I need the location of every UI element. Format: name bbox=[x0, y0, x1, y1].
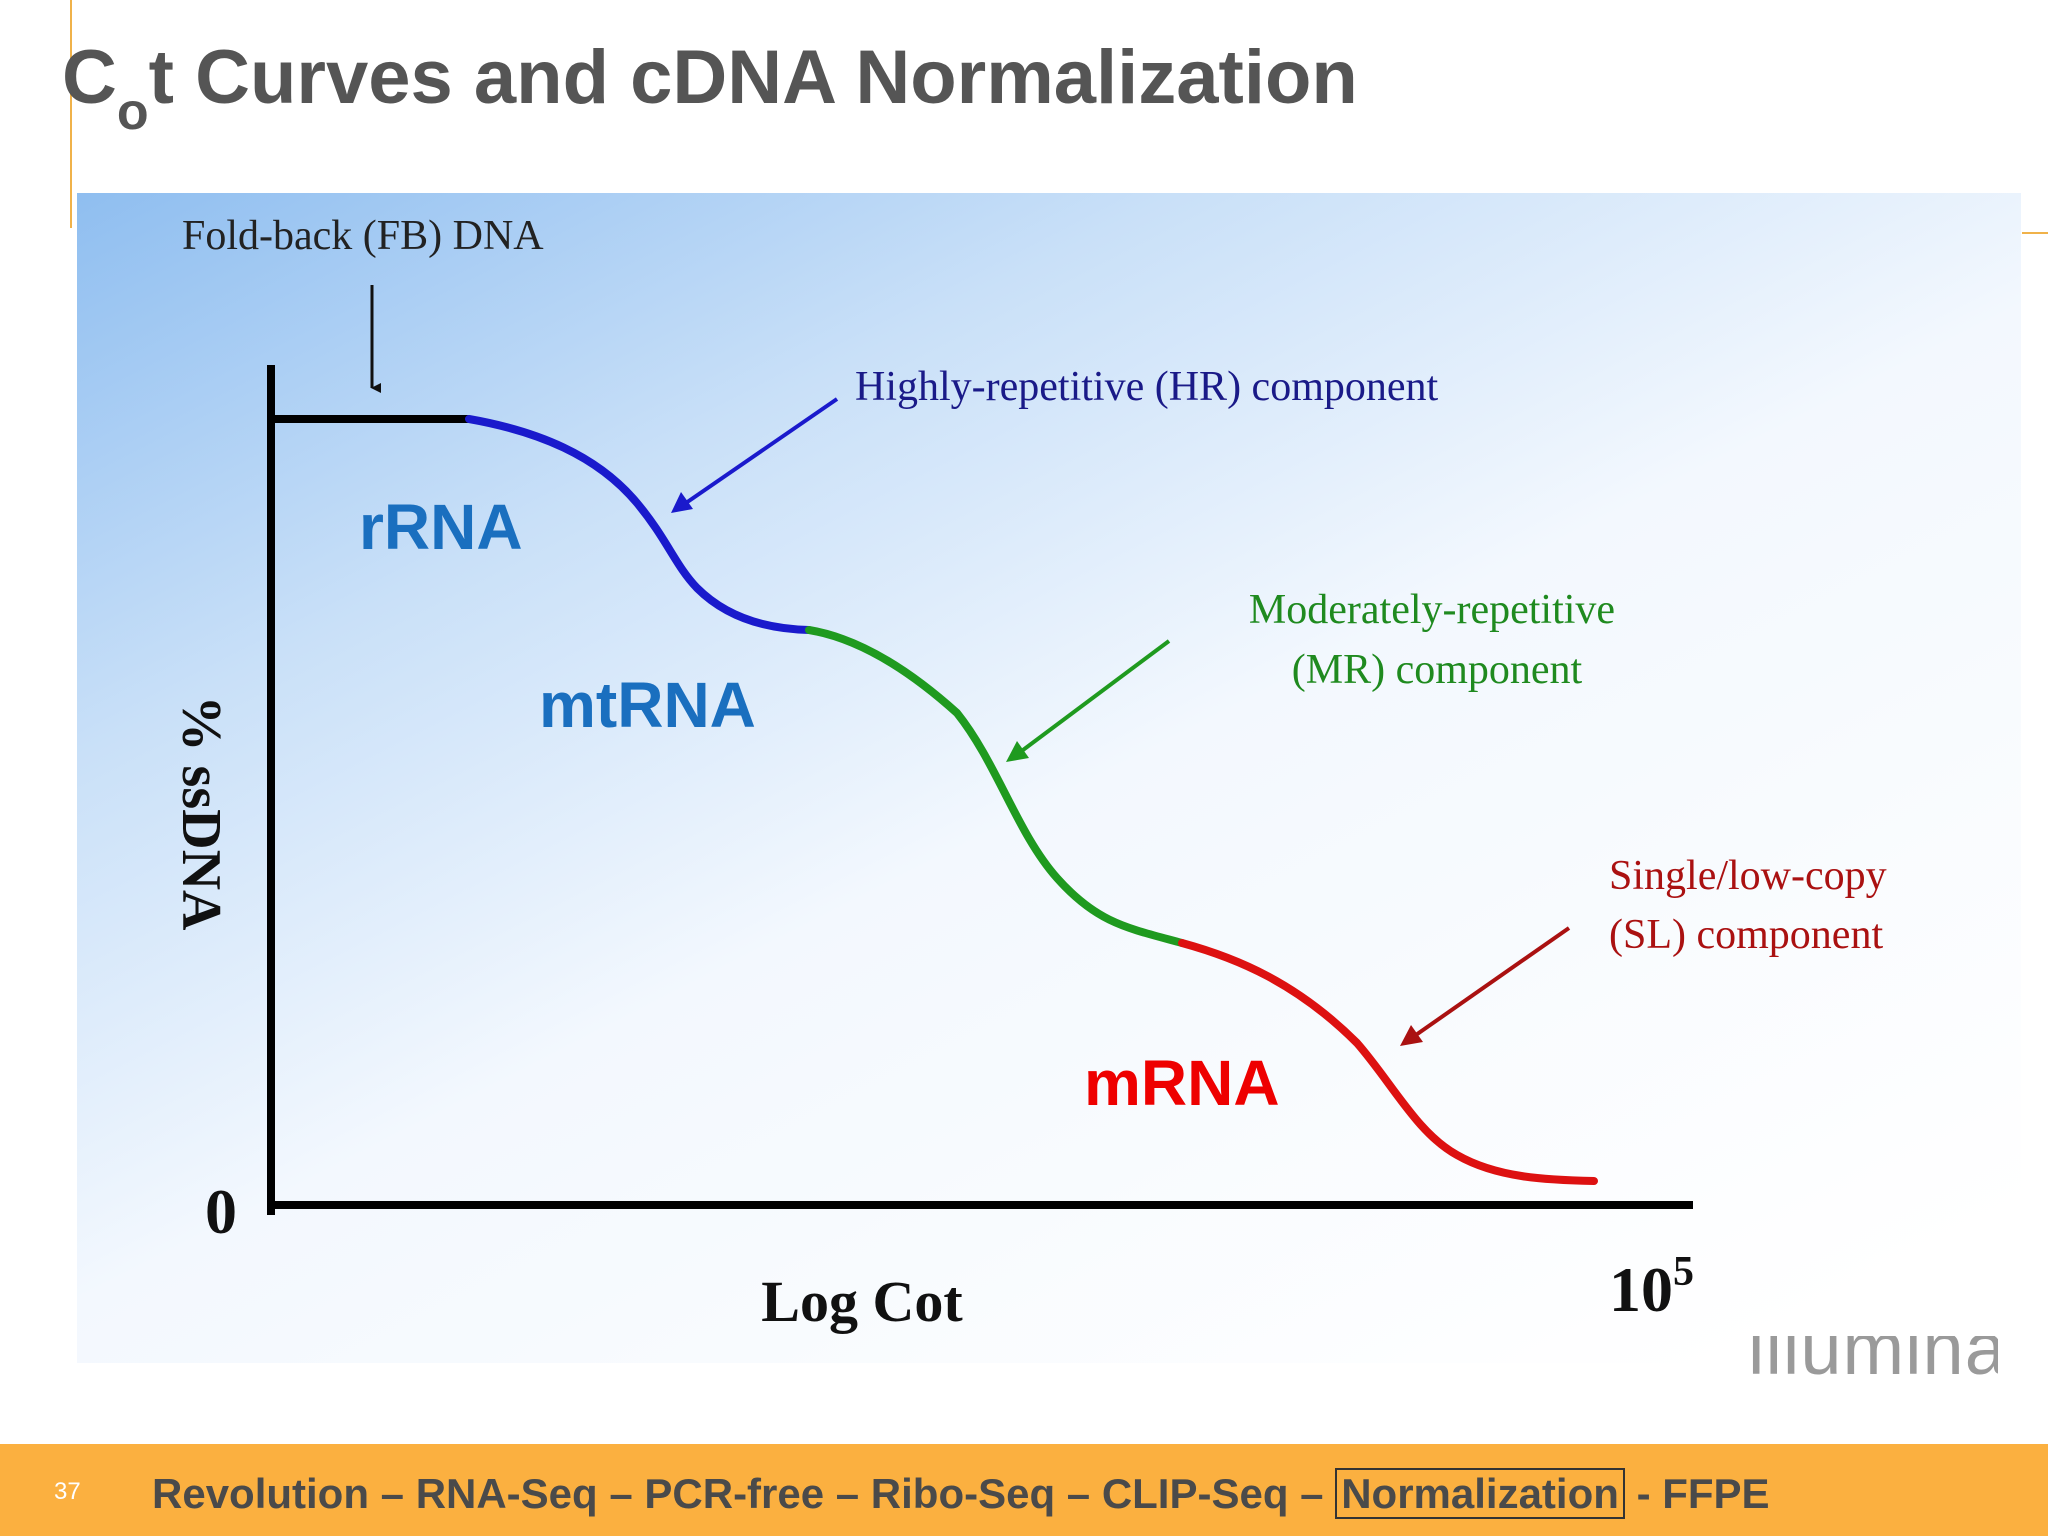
nav-after: - FFPE bbox=[1636, 1470, 1770, 1517]
rrna-label: rRNA bbox=[359, 491, 523, 563]
topic-navigation: Revolution – RNA-Seq – PCR-free – Ribo-S… bbox=[152, 1468, 1770, 1519]
sl-label-line1: Single/low-copy bbox=[1609, 853, 1887, 899]
mr-label-line2: (MR) component bbox=[1292, 647, 1583, 693]
sl-arrowhead-icon bbox=[1400, 1025, 1423, 1046]
y-zero-label: 0 bbox=[205, 1176, 237, 1247]
title-main: C bbox=[62, 35, 117, 120]
hr-arrow-shaft bbox=[681, 397, 839, 507]
mrna-label: mRNA bbox=[1084, 1047, 1280, 1119]
title-subscript: o bbox=[116, 83, 149, 141]
slide-title: Cot Curves and cDNA Normalization bbox=[62, 32, 1358, 141]
company-logo: illumina bbox=[1748, 1336, 1998, 1400]
y-axis-label: % ssDNA bbox=[170, 696, 232, 931]
hr-label: Highly-repetitive (HR) component bbox=[855, 364, 1439, 410]
x-end-label: 105 bbox=[1609, 1249, 1694, 1325]
logo-text: illumina bbox=[1748, 1336, 1998, 1390]
page-number: 37 bbox=[54, 1478, 81, 1505]
hr-arrowhead-icon bbox=[671, 492, 693, 513]
x-axis-label: Log Cot bbox=[761, 1269, 963, 1334]
sl-label-line2: (SL) component bbox=[1609, 912, 1883, 958]
corner-accent-line bbox=[2022, 232, 2048, 234]
sl-curve-segment bbox=[1178, 939, 1598, 1185]
nav-current-topic: Normalization bbox=[1335, 1468, 1625, 1519]
nav-before: Revolution – RNA-Seq – PCR-free – Ribo-S… bbox=[152, 1470, 1324, 1517]
mr-curve-segment bbox=[805, 626, 1186, 947]
hr-curve-segment bbox=[465, 415, 813, 634]
x-end-exponent: 5 bbox=[1673, 1249, 1694, 1295]
mr-label-line1: Moderately-repetitive bbox=[1249, 587, 1615, 633]
title-accent-line bbox=[70, 0, 72, 228]
mr-arrow-shaft bbox=[1017, 639, 1171, 755]
fold-back-label: Fold-back (FB) DNA bbox=[182, 213, 544, 259]
cot-curve-figure: Fold-back (FB) DNA Highly-repetitive (HR… bbox=[77, 193, 2021, 1363]
x-end-base: 10 bbox=[1609, 1254, 1673, 1325]
title-rest: t Curves and cDNA Normalization bbox=[148, 35, 1358, 120]
mr-arrowhead-icon bbox=[1006, 741, 1029, 762]
cot-curve-diagram: Fold-back (FB) DNA Highly-repetitive (HR… bbox=[77, 193, 2021, 1363]
mtrna-label: mtRNA bbox=[539, 669, 756, 741]
sl-arrow-shaft bbox=[1411, 926, 1571, 1039]
figure-background bbox=[77, 193, 2021, 1363]
footer-bar bbox=[0, 1444, 2048, 1536]
